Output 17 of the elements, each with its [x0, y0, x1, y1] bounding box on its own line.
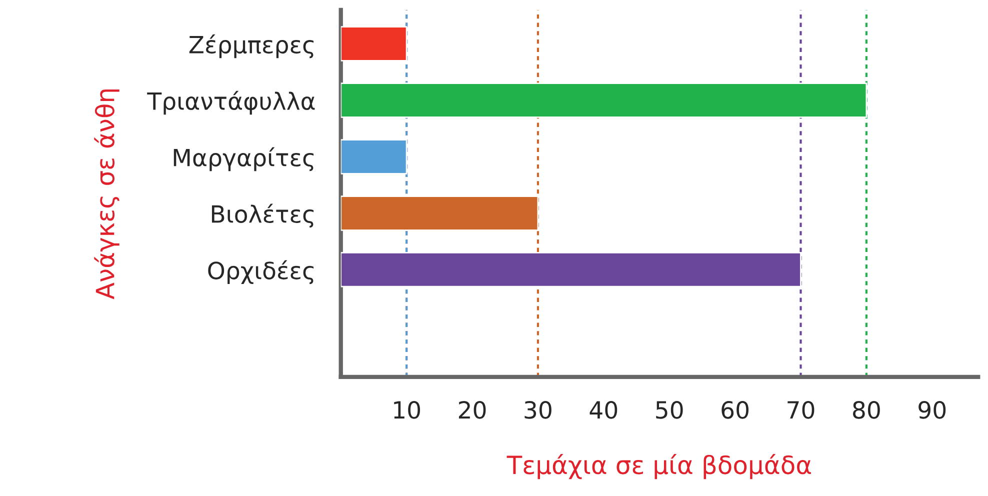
y-axis-title: Ανάγκες σε άνθη [94, 90, 120, 300]
x-tick-label: 70 [788, 400, 814, 419]
y-tick-label: Βιολέτες [212, 204, 314, 228]
y-tick-label: Μαργαρίτες [174, 147, 314, 172]
bar [340, 26, 408, 62]
y-tick-label: Τριαντάφυλλα [147, 90, 315, 115]
x-tick-label: 30 [524, 400, 552, 419]
y-tick-label: Ορχιδέες [208, 260, 314, 284]
y-tick-label: Ζέρμπερες [189, 34, 314, 58]
x-axis-title: Τεμάχια σε μία βδομάδα [506, 454, 811, 480]
x-tick-label: 40 [590, 400, 618, 419]
x-tick-label: 90 [918, 400, 946, 419]
x-tick-label: 60 [722, 400, 748, 419]
x-tick-label: 20 [458, 400, 486, 419]
x-tick-label: 80 [853, 400, 880, 419]
x-tick-label: 10 [394, 400, 420, 419]
x-tick-label: 50 [656, 400, 683, 419]
